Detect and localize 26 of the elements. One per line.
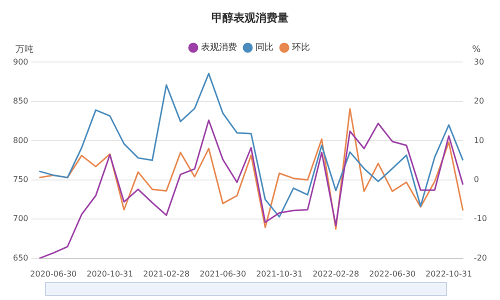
y-tick-label: 850 [12,96,28,106]
legend-label: 表观消费 [200,42,237,54]
legend-label: 环比 [292,42,310,54]
y2-tick-label: 20 [474,96,484,106]
y2-tick-label: 30 [474,57,484,66]
x-tick-label: 2022-06-30 [369,269,416,278]
y2-axis-title: % [472,45,482,56]
y-tick-label: 900 [12,57,28,66]
y2-tick-label: -20 [474,253,488,262]
x-tick-label: 2021-06-30 [200,269,246,278]
y-tick-label: 700 [12,214,28,224]
legend-label: 同比 [255,42,274,54]
y-axis-title: 万吨 [16,44,34,56]
y2-tick-label: 10 [474,136,484,145]
y2-tick-label: 0 [474,175,480,184]
y-tick-label: 800 [12,136,28,145]
x-tick-label: 2022-10-31 [426,269,472,278]
x-tick-label: 2020-10-31 [86,269,134,278]
x-tick-label: 2020-06-30 [30,269,77,278]
chart-title: 甲醇表观消费量 [212,11,288,24]
y2-tick-label: -10 [474,214,488,224]
y-tick-label: 750 [12,175,28,184]
x-tick-label: 2022-02-28 [312,269,360,278]
y-tick-label: 650 [12,253,28,262]
x-tick-label: 2021-10-31 [256,269,303,278]
x-tick-label: 2021-02-28 [143,269,190,278]
